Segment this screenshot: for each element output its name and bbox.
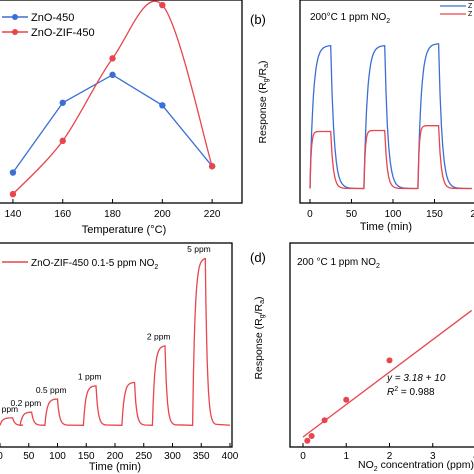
x-axis-label: Time (min) (89, 461, 141, 473)
x-axis-label: NO2 concentration (ppm) (358, 459, 474, 473)
panel-label: (d) (250, 250, 266, 265)
x-tick-label: 150 (426, 209, 443, 220)
x-tick-label: 350 (193, 451, 210, 462)
x-tick-label: 160 (54, 209, 71, 220)
x-tick-label: 0 (307, 209, 313, 220)
x-tick-label: 20 (470, 209, 474, 220)
x-tick-label: 140 (5, 209, 22, 220)
x-tick-label: 2 (387, 451, 393, 462)
panel-label: (b) (250, 12, 266, 27)
panel-concentration-steps: ZnO-ZIF-450 0.1-5 ppm NO2 0 50 100 150 200 25… (0, 242, 239, 473)
legend-label: Z (468, 11, 473, 18)
x-tick-label: 50 (23, 451, 35, 462)
x-tick-label: 0 (300, 451, 306, 462)
fit-equation: y = 3.18 + 10 (386, 373, 446, 384)
legend: ZnO-ZIF-450 0.1-5 ppm NO2 (2, 258, 158, 271)
legend-label: ZnO-ZIF-450 (31, 27, 95, 39)
data-point (208, 163, 216, 170)
series-line (0, 257, 231, 426)
panel-dynamic-response: (b) 200°C 1 ppm NO2 Z Z 0 50 100 150 20 Resp… (250, 0, 474, 233)
legend-marker (12, 14, 18, 20)
legend: Z Z (440, 3, 473, 18)
x-tick-label: 150 (78, 451, 95, 462)
data-point (9, 190, 17, 198)
fit-r-squared: R2 = 0.988 (387, 386, 435, 398)
series-line (309, 43, 472, 190)
plot-frame (299, 0, 474, 204)
legend-label: Z (468, 3, 473, 10)
x-tick-label: 3 (430, 451, 436, 462)
x-tick-label: 300 (164, 451, 181, 462)
legend-marker (12, 29, 18, 35)
series-line (12, 0, 213, 195)
x-tick-label: 0 (0, 451, 3, 462)
annotation: 200 °C 1 ppm NO2 (297, 257, 380, 270)
x-tick-label: 1 (343, 451, 349, 462)
x-tick-label: 250 (135, 451, 152, 462)
data-point (159, 1, 166, 9)
x-tick-label: 220 (204, 209, 221, 220)
x-tick-label: 200 (154, 209, 171, 220)
legend-label: ZnO-ZIF-450 0.1-5 ppm NO2 (31, 258, 158, 271)
series-line (12, 74, 213, 173)
data-point (59, 99, 66, 106)
data-point (109, 55, 116, 62)
annotation: 200°C 1 ppm NO2 (310, 12, 390, 25)
data-point (386, 357, 393, 364)
x-axis-label: Time (min) (360, 221, 412, 233)
data-point (308, 432, 315, 439)
x-tick-label: 200 (107, 451, 124, 462)
legend: ZnO-450 ZnO-ZIF-450 (2, 12, 95, 39)
x-tick-label: 400 (222, 451, 239, 462)
x-tick-label: 50 (346, 209, 358, 220)
panel-linear-fit: (d) 200 °C 1 ppm NO2 01234 y = 3.18 + 10… (250, 242, 474, 473)
y-axis-label: Response (Rg/Ra) (253, 296, 266, 379)
x-tick-label: 180 (104, 209, 121, 220)
data-point (109, 71, 116, 79)
step-label: 0.5 ppm (36, 385, 67, 395)
x-tick-label: 100 (385, 209, 402, 220)
step-label: 1 ppm (0, 404, 18, 414)
series-line (309, 125, 472, 190)
panel-temperature-response: 140 160 180 200 220 ZnO-450 ZnO-ZIF-450 Temp… (0, 0, 243, 236)
data-point (304, 437, 311, 444)
data-point (321, 417, 328, 424)
data-point (59, 137, 66, 145)
y-axis-label: Response (Rg/Ra) (257, 60, 270, 143)
plot-frame (0, 0, 243, 204)
data-point (159, 102, 166, 109)
plot-frame (289, 242, 474, 448)
plot-frame (0, 242, 233, 448)
x-axis-label: Temperature (°C) (82, 224, 166, 236)
step-label: 2 ppm (147, 332, 171, 342)
step-label: 1 ppm (78, 372, 102, 382)
step-label: 0.2 ppm (11, 398, 42, 408)
data-point (343, 396, 350, 403)
data-point (9, 169, 17, 176)
legend-label: ZnO-450 (31, 12, 74, 24)
fit-line (302, 309, 473, 438)
step-label: 5 ppm (187, 244, 211, 254)
x-tick-label: 100 (49, 451, 66, 462)
